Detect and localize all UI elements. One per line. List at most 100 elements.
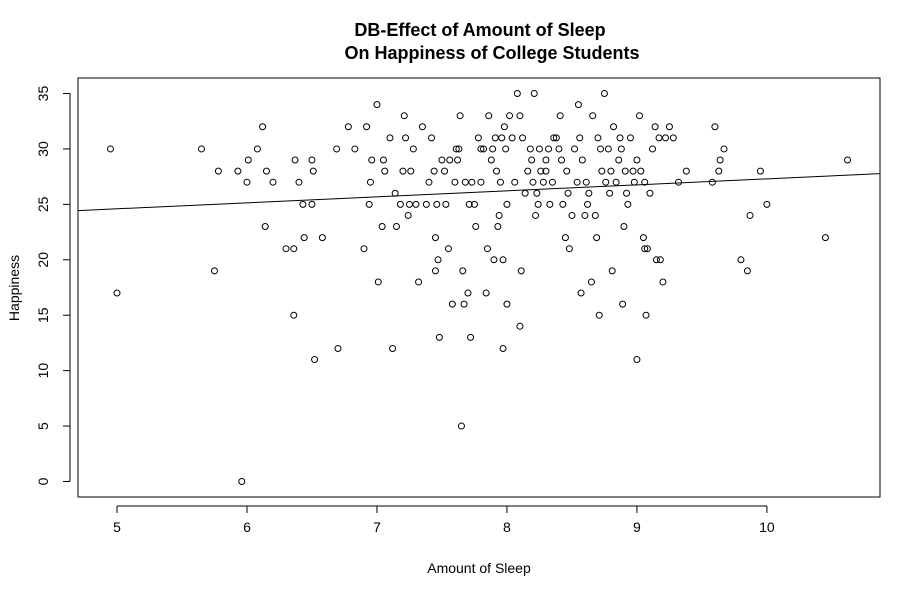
data-point xyxy=(593,234,601,242)
data-point xyxy=(716,156,724,164)
data-point xyxy=(558,156,566,164)
data-point xyxy=(532,211,540,219)
data-point xyxy=(477,145,485,153)
data-point xyxy=(528,156,536,164)
data-point xyxy=(675,178,683,186)
data-point xyxy=(649,145,657,153)
data-point xyxy=(651,123,659,131)
data-point xyxy=(513,90,521,98)
data-point xyxy=(585,189,593,197)
data-point xyxy=(516,322,524,330)
data-point xyxy=(763,200,771,208)
data-point xyxy=(386,134,394,142)
data-point xyxy=(412,200,420,208)
y-tick-label: 35 xyxy=(35,86,51,102)
data-point xyxy=(574,101,582,109)
data-point xyxy=(517,267,525,275)
data-point xyxy=(568,211,576,219)
data-point xyxy=(366,178,374,186)
data-point xyxy=(244,156,252,164)
data-point xyxy=(480,145,488,153)
y-tick-label: 5 xyxy=(35,422,51,430)
data-point xyxy=(291,156,299,164)
data-point xyxy=(637,167,645,175)
data-point xyxy=(550,134,558,142)
data-point xyxy=(626,134,634,142)
data-point xyxy=(402,134,410,142)
data-point xyxy=(459,267,467,275)
data-point xyxy=(418,123,426,131)
data-point xyxy=(300,234,308,242)
data-point xyxy=(606,189,614,197)
x-tick-label: 9 xyxy=(633,519,641,535)
data-point xyxy=(290,311,298,319)
data-point xyxy=(682,167,690,175)
data-point xyxy=(711,123,719,131)
data-point xyxy=(407,167,415,175)
data-point xyxy=(545,145,553,153)
data-point xyxy=(576,134,584,142)
y-axis: 0 5 10 15 20 25 30 35 xyxy=(35,86,71,485)
data-point xyxy=(409,145,417,153)
regression-line xyxy=(77,173,881,212)
data-point xyxy=(578,156,586,164)
data-point xyxy=(351,145,359,153)
data-point xyxy=(542,156,550,164)
data-point xyxy=(669,134,677,142)
data-point xyxy=(608,267,616,275)
data-point xyxy=(503,200,511,208)
data-point xyxy=(526,145,534,153)
y-tick-label: 20 xyxy=(35,252,51,268)
data-point xyxy=(581,211,589,219)
regression-line-group xyxy=(77,173,881,212)
data-point xyxy=(454,156,462,164)
data-point xyxy=(259,123,267,131)
data-point xyxy=(498,134,506,142)
data-point xyxy=(295,178,303,186)
data-point xyxy=(311,356,319,364)
data-point xyxy=(844,156,852,164)
data-point xyxy=(396,200,404,208)
data-point xyxy=(619,300,627,308)
y-tick-label: 0 xyxy=(35,477,51,485)
data-point xyxy=(381,167,389,175)
data-point xyxy=(506,112,514,120)
data-point xyxy=(422,200,430,208)
data-point xyxy=(464,289,472,297)
data-point xyxy=(425,178,433,186)
data-point xyxy=(584,200,592,208)
data-point xyxy=(495,211,503,219)
data-point xyxy=(490,256,498,264)
data-point xyxy=(282,245,290,253)
data-point xyxy=(262,167,270,175)
data-point xyxy=(535,145,543,153)
data-point xyxy=(442,200,450,208)
data-point xyxy=(428,134,436,142)
data-point xyxy=(555,145,563,153)
data-point xyxy=(537,167,545,175)
data-point xyxy=(533,189,541,197)
data-point xyxy=(446,156,454,164)
x-tick-label: 8 xyxy=(503,519,511,535)
data-point xyxy=(269,178,277,186)
data-point xyxy=(633,356,641,364)
data-point xyxy=(503,300,511,308)
data-point xyxy=(516,112,524,120)
data-point xyxy=(624,200,632,208)
data-point xyxy=(621,167,629,175)
data-point xyxy=(577,289,585,297)
data-point xyxy=(404,211,412,219)
data-point xyxy=(561,234,569,242)
data-point xyxy=(483,245,491,253)
data-point xyxy=(485,112,493,120)
data-point xyxy=(234,167,242,175)
data-point xyxy=(552,134,560,142)
data-point xyxy=(451,178,459,186)
data-point xyxy=(500,123,508,131)
y-tick-label: 10 xyxy=(35,363,51,379)
data-point xyxy=(344,123,352,131)
x-axis: 5 6 7 8 9 10 xyxy=(113,505,775,535)
data-point xyxy=(433,200,441,208)
data-point xyxy=(456,112,464,120)
